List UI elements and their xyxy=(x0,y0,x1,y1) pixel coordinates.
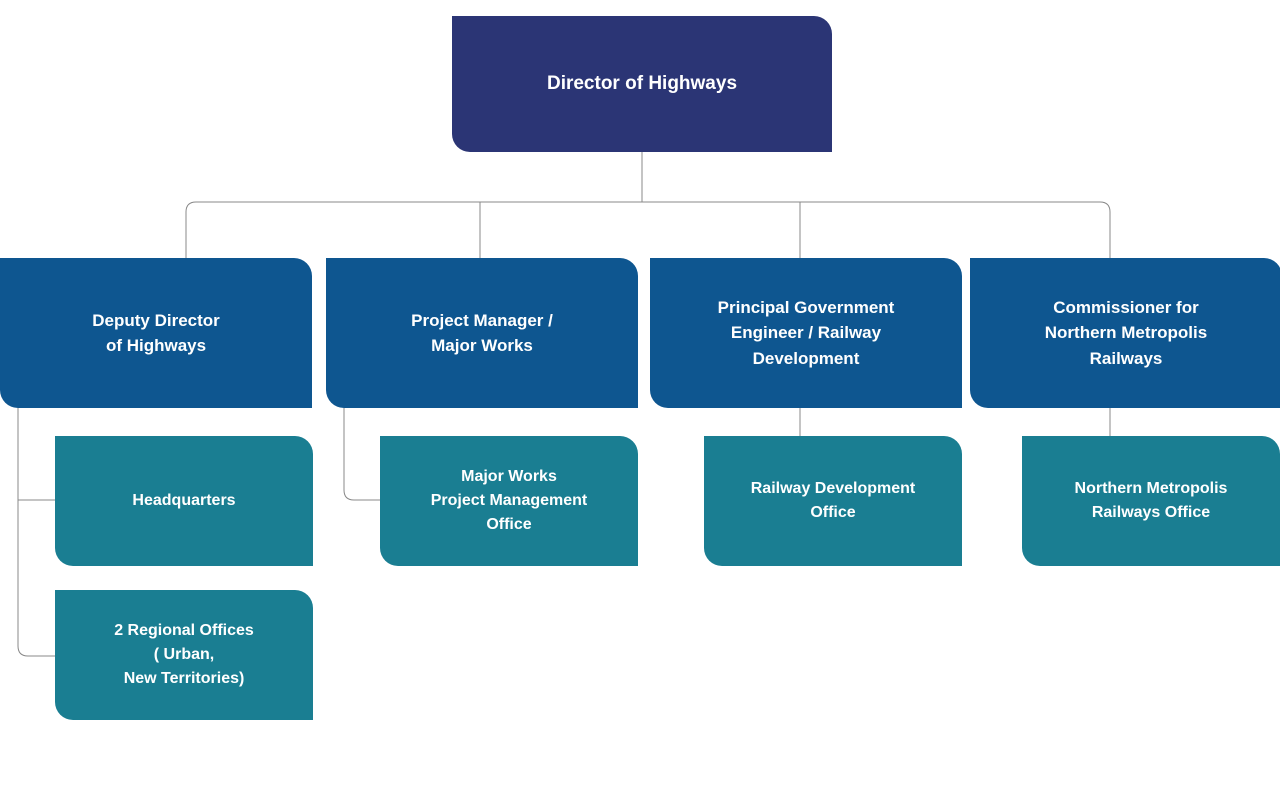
org-l2-4: Commissioner forNorthern MetropolisRailw… xyxy=(970,258,1280,408)
org-l3-1: Headquarters xyxy=(55,436,313,566)
org-l3-1-label: Headquarters xyxy=(132,489,235,513)
org-l3-5: Northern MetropolisRailways Office xyxy=(1022,436,1280,566)
org-l3-4: Railway DevelopmentOffice xyxy=(704,436,962,566)
org-root: Director of Highways xyxy=(452,16,832,152)
org-l2-2: Project Manager /Major Works xyxy=(326,258,638,408)
org-l3-3: Major WorksProject ManagementOffice xyxy=(380,436,638,566)
org-l3-2: 2 Regional Offices( Urban,New Territorie… xyxy=(55,590,313,720)
org-l3-4-label: Railway DevelopmentOffice xyxy=(751,477,916,525)
org-l3-5-label: Northern MetropolisRailways Office xyxy=(1075,477,1228,525)
org-l3-3-label: Major WorksProject ManagementOffice xyxy=(431,465,587,537)
org-l2-4-label: Commissioner forNorthern MetropolisRailw… xyxy=(1045,295,1207,372)
org-l2-2-label: Project Manager /Major Works xyxy=(411,308,553,359)
org-l2-3: Principal GovernmentEngineer / RailwayDe… xyxy=(650,258,962,408)
org-l2-1: Deputy Directorof Highways xyxy=(0,258,312,408)
org-l2-1-label: Deputy Directorof Highways xyxy=(92,308,220,359)
org-root-label: Director of Highways xyxy=(547,70,737,99)
org-l3-2-label: 2 Regional Offices( Urban,New Territorie… xyxy=(114,619,254,691)
org-l2-3-label: Principal GovernmentEngineer / RailwayDe… xyxy=(718,295,895,372)
